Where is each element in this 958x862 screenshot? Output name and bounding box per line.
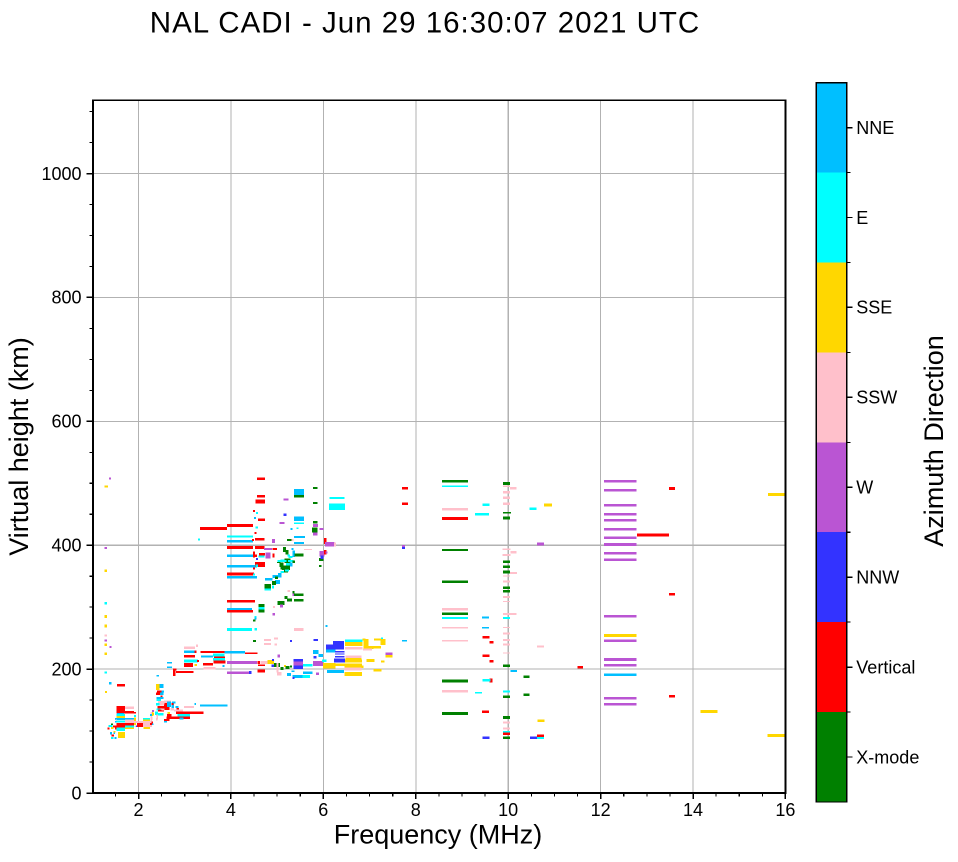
- svg-text:16: 16: [775, 800, 795, 820]
- svg-text:Frequency (MHz): Frequency (MHz): [334, 820, 543, 850]
- svg-text:200: 200: [51, 659, 81, 679]
- svg-text:E: E: [856, 208, 868, 228]
- svg-text:Vertical: Vertical: [856, 657, 915, 677]
- svg-text:14: 14: [683, 800, 703, 820]
- svg-text:2: 2: [133, 800, 143, 820]
- svg-text:X-mode: X-mode: [856, 747, 919, 767]
- svg-text:Azimuth Direction: Azimuth Direction: [919, 335, 949, 547]
- svg-text:Virtual height (km): Virtual height (km): [4, 337, 34, 556]
- svg-text:4: 4: [226, 800, 236, 820]
- svg-text:NAL CADI - Jun 29 16:30:07 202: NAL CADI - Jun 29 16:30:07 2021 UTC: [150, 7, 700, 40]
- svg-text:W: W: [856, 478, 873, 498]
- svg-text:NNW: NNW: [856, 568, 899, 588]
- svg-text:1000: 1000: [41, 164, 81, 184]
- svg-text:800: 800: [51, 288, 81, 308]
- svg-text:600: 600: [51, 412, 81, 432]
- svg-text:400: 400: [51, 536, 81, 556]
- svg-text:NNE: NNE: [856, 118, 894, 138]
- svg-text:8: 8: [411, 800, 421, 820]
- svg-text:0: 0: [71, 783, 81, 803]
- svg-text:10: 10: [498, 800, 518, 820]
- svg-text:6: 6: [318, 800, 328, 820]
- svg-text:SSE: SSE: [856, 298, 892, 318]
- svg-text:12: 12: [591, 800, 611, 820]
- svg-text:SSW: SSW: [856, 388, 897, 408]
